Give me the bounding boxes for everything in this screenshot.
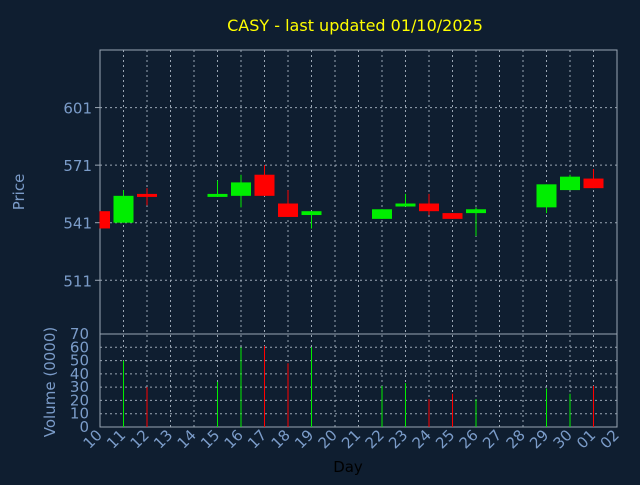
x-tick-label: 28: [503, 426, 529, 452]
candle-body: [560, 176, 580, 191]
x-tick-label: 22: [362, 426, 388, 452]
candle-body: [137, 193, 157, 197]
candle-body: [372, 209, 392, 219]
candle-body: [442, 213, 463, 219]
volume-tick-label: 60: [70, 338, 89, 356]
volume-tick-label: 10: [70, 405, 89, 423]
volume-panel-border: [99, 333, 618, 428]
x-tick-label: 02: [597, 426, 623, 452]
x-tick-label: 30: [550, 426, 576, 452]
x-tick-label: 12: [127, 426, 153, 452]
volume-tick-label: 70: [70, 325, 89, 343]
x-tick-label: 27: [479, 426, 505, 452]
x-tick-label: 15: [197, 426, 223, 452]
volume-tick-label: 50: [70, 352, 89, 370]
x-tick-label: 14: [174, 426, 200, 452]
chart-title: CASY - last updated 01/10/2025: [227, 16, 483, 35]
candle-body: [301, 211, 322, 216]
x-tick-label: 17: [244, 426, 270, 452]
candle-body: [254, 174, 275, 196]
price-panel: 511 541 571 601: [63, 49, 618, 427]
price-tick-label: 541: [63, 215, 92, 233]
x-tick-label: 18: [268, 426, 294, 452]
price-axis-label: Price: [10, 174, 28, 211]
x-tick-label: 01: [573, 426, 599, 452]
volume-tick-label: 20: [70, 391, 89, 409]
x-tick-label: 21: [338, 426, 364, 452]
x-tick-label: 25: [432, 426, 458, 452]
volume-tick-label: 40: [70, 365, 89, 383]
x-tick-label: 29: [526, 426, 552, 452]
candle-body: [419, 203, 439, 212]
candle-body: [536, 184, 557, 208]
x-tick-label: 11: [103, 426, 129, 452]
x-tick-label: 23: [385, 426, 411, 452]
price-tick-label: 571: [63, 157, 92, 175]
price-tick-label: 601: [63, 100, 92, 118]
candle-body: [466, 209, 486, 214]
candle-body: [583, 178, 604, 189]
candle-body: [100, 211, 110, 229]
volume-tick-label: 0: [79, 418, 89, 436]
x-tick-label: 26: [456, 426, 482, 452]
volume-axis-label: Volume (0000): [41, 327, 59, 437]
candle-body: [278, 203, 298, 217]
x-axis: 1011121314151617181920212223242526272829…: [80, 426, 623, 452]
x-axis-label: Day: [333, 458, 363, 476]
candle-body: [207, 193, 228, 197]
candle-body: [113, 195, 134, 223]
volume-tick-label: 30: [70, 378, 89, 396]
x-tick-label: 24: [409, 426, 435, 452]
candle-body: [395, 203, 416, 207]
candle-body: [231, 182, 251, 196]
x-tick-label: 16: [221, 426, 247, 452]
price-tick-label: 511: [63, 272, 92, 290]
x-tick-label: 20: [315, 426, 341, 452]
x-tick-label: 19: [291, 426, 317, 452]
x-tick-label: 13: [150, 426, 176, 452]
